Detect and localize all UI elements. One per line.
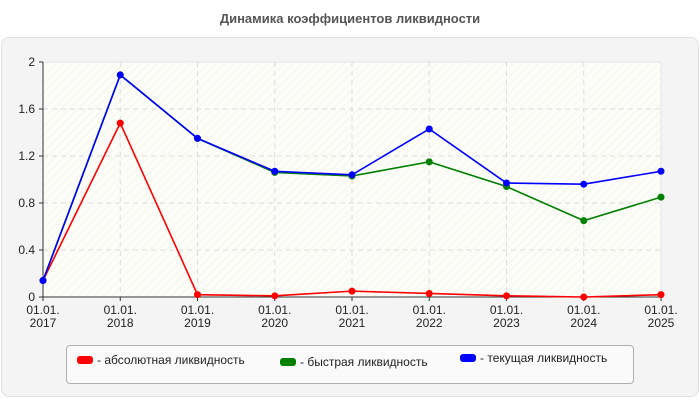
legend-label: - текущая ликвидность [480, 351, 608, 365]
svg-text:2024: 2024 [570, 316, 597, 330]
svg-text:01.01.: 01.01. [181, 303, 214, 317]
legend-item-quick[interactable]: - быстрая ликвидность [280, 355, 428, 369]
svg-text:1.6: 1.6 [18, 102, 35, 116]
svg-text:0.8: 0.8 [18, 196, 35, 210]
legend: - абсолютная ликвидность - быстрая ликви… [66, 345, 634, 384]
svg-text:01.01.: 01.01. [104, 303, 137, 317]
grid-lines [43, 62, 661, 297]
svg-text:2019: 2019 [184, 316, 211, 330]
svg-text:2017: 2017 [30, 316, 57, 330]
svg-text:2020: 2020 [261, 316, 288, 330]
svg-text:01.01.: 01.01. [413, 303, 446, 317]
svg-text:01.01.: 01.01. [258, 303, 291, 317]
svg-text:01.01.: 01.01. [335, 303, 368, 317]
series-lines [39, 71, 665, 301]
svg-text:1.2: 1.2 [18, 149, 35, 163]
svg-text:0: 0 [28, 290, 35, 304]
svg-text:01.01.: 01.01. [26, 303, 59, 317]
svg-text:2023: 2023 [493, 316, 520, 330]
chart-title: Динамика коэффициентов ликвидности [219, 11, 481, 26]
axes: 00.40.81.21.6201.01.201701.01.201801.01.… [18, 55, 677, 330]
svg-text:0.4: 0.4 [18, 243, 35, 257]
svg-text:2025: 2025 [648, 316, 675, 330]
svg-text:01.01.: 01.01. [567, 303, 600, 317]
svg-text:2022: 2022 [416, 316, 443, 330]
svg-text:01.01.: 01.01. [490, 303, 523, 317]
legend-swatch-blue [460, 354, 476, 362]
legend-label: - быстрая ликвидность [300, 355, 428, 369]
svg-text:01.01.: 01.01. [644, 303, 677, 317]
legend-label: - абсолютная ликвидность [97, 353, 245, 367]
svg-text:2018: 2018 [107, 316, 134, 330]
legend-swatch-red [77, 356, 93, 364]
svg-text:2021: 2021 [339, 316, 366, 330]
svg-text:2: 2 [28, 55, 35, 69]
legend-swatch-green [280, 358, 296, 366]
legend-item-current[interactable]: - текущая ликвидность [460, 351, 607, 365]
legend-item-absolute[interactable]: - абсолютная ликвидность [77, 353, 245, 367]
